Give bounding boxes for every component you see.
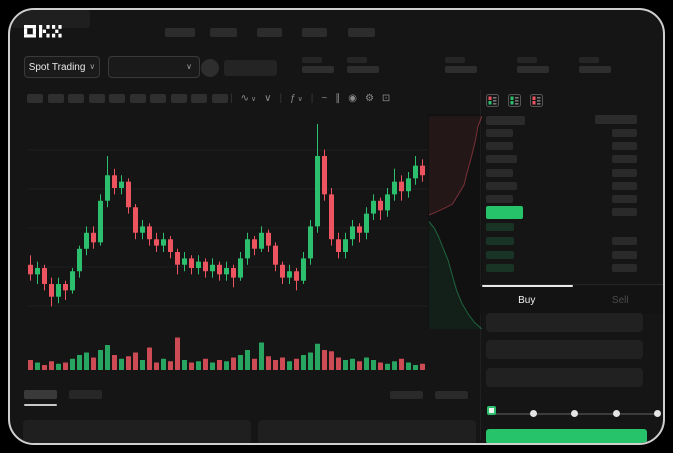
search-input[interactable] (10, 10, 90, 28)
stat-label-placeholder (347, 57, 367, 63)
bid-row-price-bar[interactable] (486, 251, 514, 259)
okx-logo[interactable] (24, 25, 62, 38)
orders-table-placeholder (23, 420, 251, 443)
ask-row-price-bar[interactable] (486, 129, 513, 137)
stat-label-placeholder (445, 57, 465, 63)
indicators-icon[interactable]: ƒ ∨ (290, 93, 303, 104)
candle-type-icon[interactable]: ∿ ∨ (240, 93, 257, 104)
book-bids-icon[interactable] (508, 94, 521, 107)
total-field[interactable] (486, 368, 643, 387)
divider (480, 284, 663, 285)
ask-row-amount-bar[interactable] (612, 169, 637, 177)
bid-row-amount-bar[interactable] (612, 251, 637, 259)
bottom-tab-history-placeholder[interactable] (69, 390, 102, 399)
pair-name-placeholder (224, 60, 277, 76)
bottom-action-placeholder[interactable] (390, 391, 423, 399)
last-price-amount-bar (612, 208, 637, 216)
timeframe-button-placeholder[interactable] (68, 94, 84, 103)
timeframe-button-placeholder[interactable] (27, 94, 43, 103)
book-combined-icon[interactable] (486, 94, 499, 107)
tab-sell[interactable]: Sell (611, 294, 629, 306)
buy-submit-button[interactable] (486, 429, 647, 443)
orderbook-amount-header-placeholder (595, 115, 637, 124)
slider-handle[interactable] (487, 406, 496, 415)
stat-label-placeholder (517, 57, 537, 63)
price-field[interactable] (486, 313, 643, 332)
bottom-tab-open-orders-placeholder[interactable] (24, 390, 57, 399)
book-asks-icon[interactable] (530, 94, 543, 107)
stat-value-placeholder (302, 66, 334, 73)
bid-row-price-bar[interactable] (486, 264, 514, 272)
app-window: Spot Trading ∨ ∨ | ∿ ∨ ∨ | ƒ ∨ | ~ ∥ ◉ ⚙ ⊡ Buy Sell (8, 8, 665, 445)
stat-value-placeholder (517, 66, 549, 73)
orderbook-price-header-placeholder (486, 116, 525, 125)
slider-step-dot[interactable] (529, 410, 537, 417)
slider-step-dot[interactable] (654, 410, 661, 417)
market-selector-label: Spot Trading (28, 61, 86, 73)
parallel-lines-icon[interactable]: ∥ (335, 93, 341, 104)
timeframe-button-placeholder[interactable] (170, 94, 187, 103)
nav-item-placeholder[interactable] (302, 28, 327, 37)
ask-row-amount-bar[interactable] (612, 142, 637, 150)
bid-row-price-bar[interactable] (486, 237, 514, 245)
ask-row-amount-bar[interactable] (612, 155, 637, 163)
separator: | (279, 93, 283, 104)
timeframe-caret-icon[interactable]: ∨ (264, 93, 272, 104)
ask-row-price-bar[interactable] (486, 195, 513, 203)
separator: | (230, 93, 233, 104)
orders-table-placeholder (258, 420, 476, 443)
ask-row-amount-bar[interactable] (612, 129, 637, 137)
stat-value-placeholder (347, 66, 379, 73)
screenshot-icon[interactable]: ◉ (348, 93, 357, 104)
trade-side-tabs: Buy Sell (480, 286, 663, 314)
fullscreen-icon[interactable]: ⊡ (381, 93, 391, 104)
nav-item-placeholder[interactable] (165, 28, 195, 37)
timeframe-button-placeholder[interactable] (47, 94, 64, 103)
token-avatar[interactable] (201, 59, 219, 77)
chevron-down-icon: ∨ (186, 62, 192, 71)
stat-label-placeholder (579, 57, 599, 63)
line-tool-icon[interactable]: ~ (321, 93, 328, 104)
stat-label-placeholder (302, 57, 322, 63)
bid-row-amount-bar[interactable] (612, 237, 637, 245)
timeframe-button-placeholder[interactable] (150, 94, 166, 103)
ask-row-price-bar[interactable] (486, 155, 517, 163)
market-selector-button[interactable]: Spot Trading ∨ (24, 56, 100, 78)
ask-row-price-bar[interactable] (486, 142, 513, 150)
ask-row-amount-bar[interactable] (612, 195, 637, 203)
active-tab-indicator (482, 285, 573, 287)
timeframe-button-placeholder[interactable] (211, 94, 228, 103)
bottom-action-placeholder[interactable] (435, 391, 468, 399)
chevron-down-icon: ∨ (89, 62, 96, 71)
timeframe-button-placeholder[interactable] (129, 94, 146, 103)
timeframe-button-placeholder[interactable] (191, 94, 207, 103)
nav-item-placeholder[interactable] (210, 28, 237, 37)
ask-row-price-bar[interactable] (486, 182, 517, 190)
stat-value-placeholder (579, 66, 611, 73)
chart-toolbar-icons: | ∿ ∨ ∨ | ƒ ∨ | ~ ∥ ◉ ⚙ ⊡ (230, 91, 390, 107)
pair-dropdown[interactable]: ∨ (108, 56, 200, 78)
amount-field[interactable] (486, 340, 643, 359)
tab-buy[interactable]: Buy (518, 294, 536, 306)
timeframe-button-placeholder[interactable] (109, 94, 125, 103)
settings-icon[interactable]: ⚙ (364, 93, 374, 104)
last-price-bar (486, 206, 523, 219)
orderbook-view-toggles (486, 94, 543, 107)
bid-row-amount-bar[interactable] (612, 264, 637, 272)
nav-item-placeholder[interactable] (257, 28, 282, 37)
ask-row-price-bar[interactable] (486, 169, 513, 177)
slider-step-dot[interactable] (612, 410, 620, 417)
nav-item-placeholder[interactable] (348, 28, 375, 37)
slider-step-dot[interactable] (571, 410, 578, 417)
timeframe-button-placeholder[interactable] (88, 94, 105, 103)
stat-value-placeholder (445, 66, 477, 73)
price-chart[interactable] (27, 114, 483, 372)
separator: | (310, 93, 314, 104)
bid-row-price-bar[interactable] (486, 223, 514, 231)
bottom-active-tab-indicator (24, 404, 57, 406)
panel-divider (480, 90, 481, 440)
ask-row-amount-bar[interactable] (612, 182, 637, 190)
